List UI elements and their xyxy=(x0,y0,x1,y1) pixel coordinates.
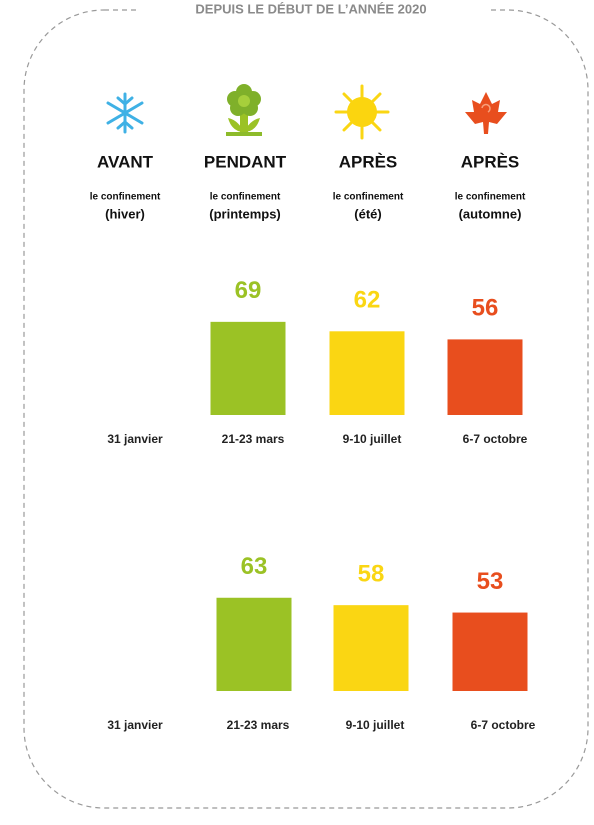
date-label: 9-10 juillet xyxy=(343,432,402,446)
column-subtitle: le confinement xyxy=(333,192,404,203)
column-title: PENDANT xyxy=(204,152,287,171)
column-season: (automne) xyxy=(459,206,522,221)
bar xyxy=(333,605,409,691)
date-label: 9-10 juillet xyxy=(346,718,405,732)
bar xyxy=(216,597,292,691)
snowflake-icon xyxy=(106,92,144,134)
title: DEPUIS LE DÉBUT DE L’ANNÉE 2020 xyxy=(195,1,426,16)
sun-icon xyxy=(334,84,390,140)
column-season: (hiver) xyxy=(105,206,145,221)
date-label: 21-23 mars xyxy=(227,718,290,732)
value-label: 53 xyxy=(477,568,504,595)
column-subtitle: le confinement xyxy=(90,192,161,203)
date-label: 6-7 octobre xyxy=(471,718,536,732)
value-label: 58 xyxy=(358,561,385,588)
bar xyxy=(447,339,523,415)
value-label: 69 xyxy=(235,277,262,304)
column-title: AVANT xyxy=(97,152,154,171)
column-title: APRÈS xyxy=(461,152,520,171)
maple-leaf-icon xyxy=(465,92,507,134)
column-season: (printemps) xyxy=(209,206,281,221)
column-season: (été) xyxy=(354,206,381,221)
value-label: 63 xyxy=(241,553,268,580)
value-label: 62 xyxy=(354,287,381,314)
column-subtitle: le confinement xyxy=(455,192,526,203)
date-label: 31 janvier xyxy=(107,718,163,732)
column-subtitle: le confinement xyxy=(210,192,281,203)
column-title: APRÈS xyxy=(339,152,398,171)
date-label: 6-7 octobre xyxy=(463,432,528,446)
value-label: 56 xyxy=(472,295,499,322)
date-label: 21-23 mars xyxy=(222,432,285,446)
bar xyxy=(329,331,405,415)
bar xyxy=(210,321,286,415)
bar xyxy=(452,612,528,691)
date-label: 31 janvier xyxy=(107,432,163,446)
flower-icon xyxy=(226,84,262,136)
title-backdrop xyxy=(140,0,490,22)
